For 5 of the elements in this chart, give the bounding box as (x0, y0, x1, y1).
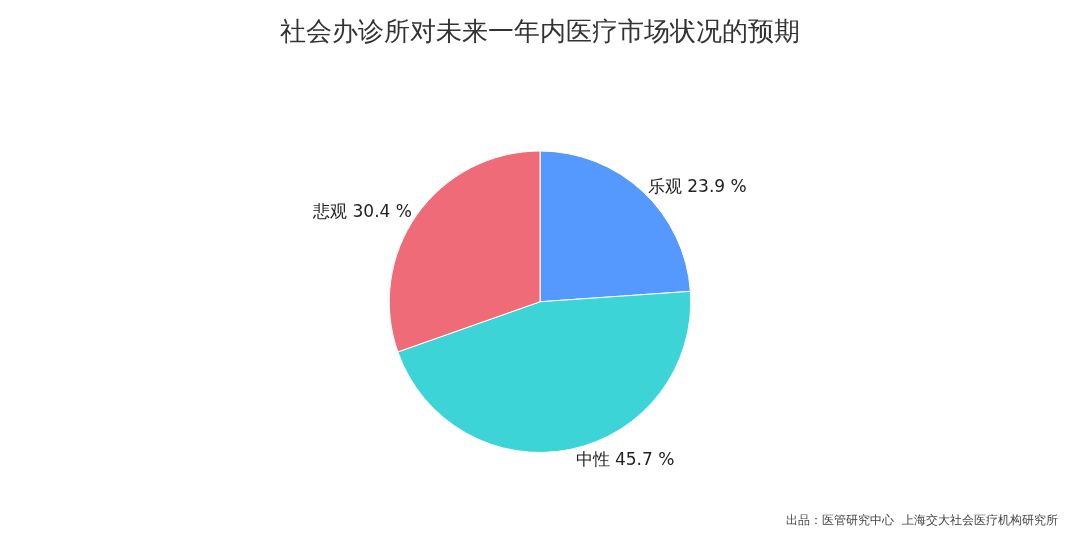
slice-label: 乐观 23.9 % (647, 176, 747, 197)
text: 出品：医管研究中心 上海交大社会医疗机构研究所 (786, 513, 1058, 527)
chart-title: 社会办诊所对未来一年内医疗市场状况的预期 (280, 15, 800, 46)
slice-label: 悲观 30.4 % (312, 201, 412, 222)
slice-label: 中性 45.7 % (575, 448, 675, 469)
